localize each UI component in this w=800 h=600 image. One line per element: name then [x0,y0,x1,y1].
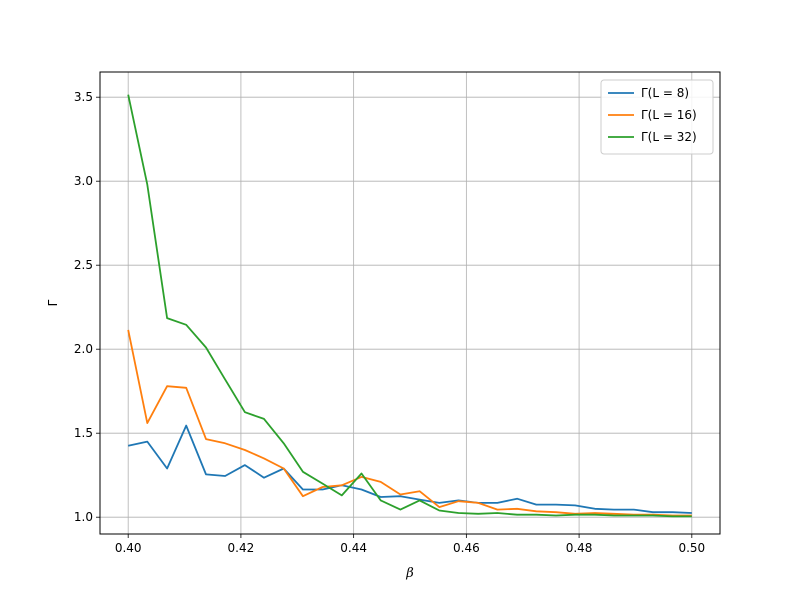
x-tick-label: 0.46 [453,541,480,555]
legend-box [600,79,714,155]
legend: Γ(L = 8) Γ(L = 16) Γ(L = 32) [600,79,714,155]
legend-label-2: Γ(L = 16) [641,108,697,122]
series-line-1 [128,424,692,514]
y-tick-label: 2.0 [74,342,93,356]
series-layer [127,94,692,518]
x-tick-label: 0.48 [566,541,593,555]
series-line-2 [127,329,692,517]
plot-frame [99,71,721,535]
x-tick-label: 0.44 [340,541,367,555]
legend-label-1: Γ(L = 8) [641,86,689,100]
x-tick-label: 0.42 [228,541,255,555]
x-tick-label: 0.40 [115,541,142,555]
y-tick-label: 1.5 [74,426,93,440]
series-line-3 [127,94,692,518]
y-axis-label: Γ [46,299,60,306]
y-tick-label: 1.0 [74,510,93,524]
y-tick-label: 2.5 [74,258,93,272]
y-axis: 1.0 1.5 2.0 2.5 3.0 3.5 [74,90,100,524]
x-axis: 0.40 0.42 0.44 0.46 0.48 0.50 [115,534,705,555]
legend-label-3: Γ(L = 32) [641,130,697,144]
y-tick-label: 3.0 [74,174,93,188]
x-axis-label: β [405,566,414,581]
y-tick-label: 3.5 [74,90,93,104]
x-tick-label: 0.50 [678,541,705,555]
